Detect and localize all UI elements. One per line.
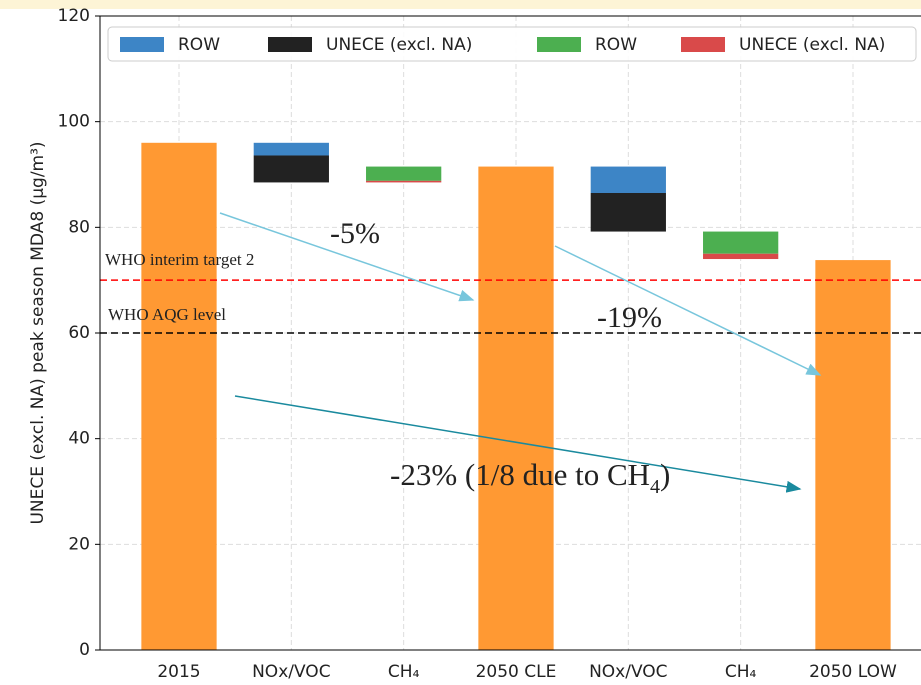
arrow (219, 212, 475, 302)
annotation: -5% (330, 217, 380, 250)
segment (590, 166, 666, 193)
annotation: -23% (1/8 due to CH4) (390, 457, 670, 497)
reference-lines: WHO interim target 2 WHO AQG level (100, 250, 921, 334)
annotation-part: -23% (1/8 due to CH (390, 457, 650, 492)
bar (815, 260, 891, 650)
segment (366, 166, 442, 181)
y-tick-label: 0 (79, 640, 90, 660)
reference-label: WHO interim target 2 (105, 250, 254, 269)
bar (141, 142, 217, 651)
top-strip (0, 0, 921, 9)
segment (253, 142, 329, 156)
legend-swatch (268, 37, 312, 52)
y-tick-label: 40 (68, 429, 90, 449)
segment (366, 180, 442, 183)
annotation-part: ) (660, 457, 670, 492)
segment (703, 231, 779, 254)
y-tick-label: 20 (68, 534, 90, 554)
legend-swatch (681, 37, 725, 52)
y-tick-label: 60 (68, 323, 90, 343)
reference-label: WHO AQG level (108, 305, 226, 324)
x-tick-label: 2050 LOW (809, 662, 897, 682)
legend-label: UNECE (excl. NA) (326, 35, 472, 55)
segment (703, 253, 779, 260)
annotation-subscript: 4 (650, 476, 660, 498)
y-axis-label: UNECE (excl. NA) peak season MDA8 (μg/m³… (28, 141, 48, 524)
legend-swatch (537, 37, 581, 52)
x-tick-label: 2050 CLE (476, 662, 557, 682)
x-tick-label: NOx/VOC (252, 662, 330, 682)
segment (590, 192, 666, 232)
y-tick-label: 100 (58, 112, 90, 132)
x-tick-label: 2015 (157, 662, 200, 682)
legend-label: UNECE (excl. NA) (739, 35, 885, 55)
bars (141, 142, 891, 651)
legend-label: ROW (595, 35, 637, 55)
x-tick-label: CH₄ (388, 662, 420, 682)
legend-label: ROW (178, 35, 220, 55)
legend: ROW UNECE (excl. NA) ROW UNECE (excl. NA) (107, 26, 917, 62)
y-tick-label: 120 (58, 6, 90, 26)
x-tick-label: NOx/VOC (589, 662, 667, 682)
legend-swatch (120, 37, 164, 52)
arrow (554, 245, 822, 376)
legend-box (107, 26, 917, 62)
bar (478, 166, 554, 650)
annotation: -19% (597, 301, 662, 334)
x-tick-label: CH₄ (725, 662, 757, 682)
arrow (234, 395, 802, 493)
segment (253, 155, 329, 183)
y-tick-label: 80 (68, 217, 90, 237)
